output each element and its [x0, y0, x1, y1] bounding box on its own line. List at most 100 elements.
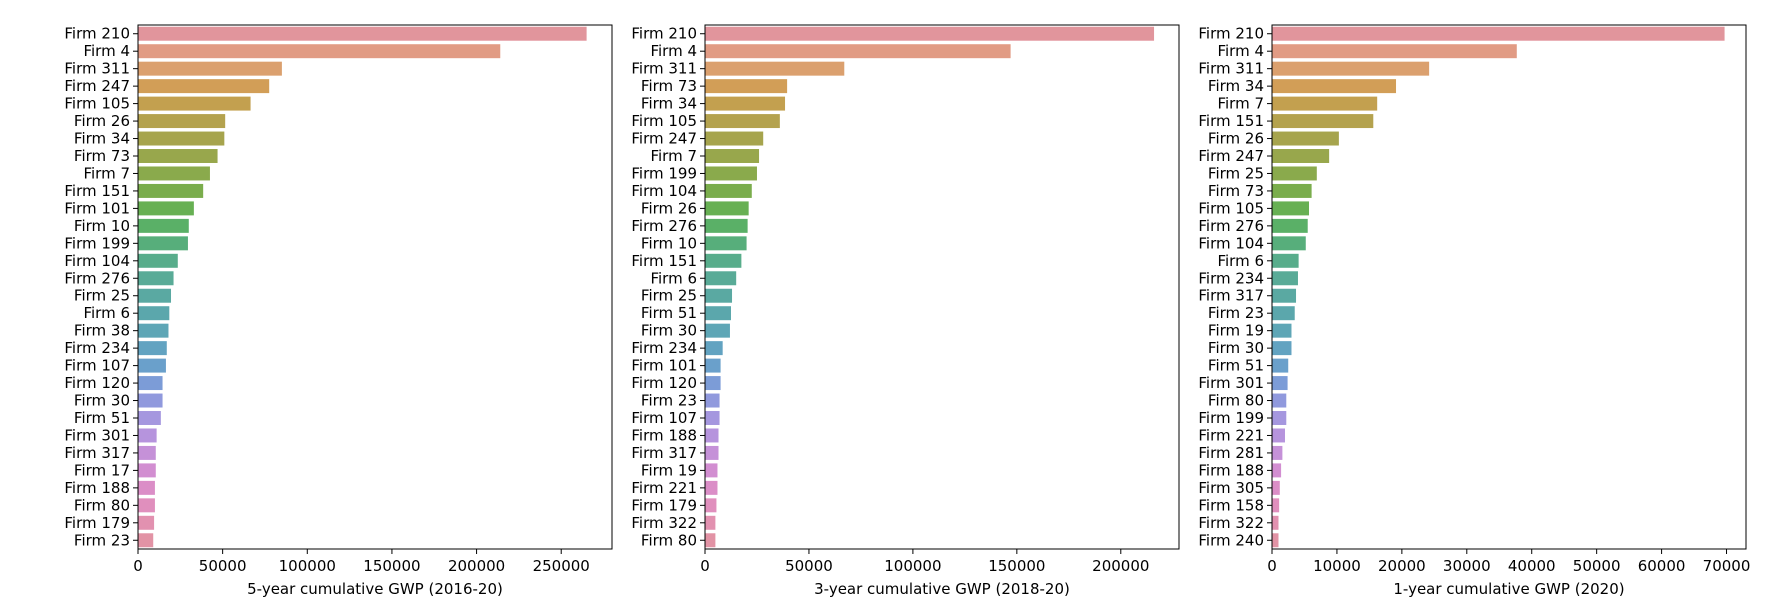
y-tick-label: Firm 73: [74, 147, 130, 165]
bar-firm-80: [705, 533, 716, 548]
bar-firm-7: [705, 149, 760, 163]
y-tick-label: Firm 221: [631, 479, 697, 497]
y-tick-label: Firm 247: [64, 77, 130, 95]
y-tick-label: Firm 10: [641, 234, 697, 252]
y-tick-label: Firm 19: [641, 461, 697, 479]
y-tick-label: Firm 34: [641, 95, 697, 113]
y-tick-label: Firm 311: [631, 60, 697, 78]
y-tick-label: Firm 80: [641, 531, 697, 549]
y-tick-label: Firm 281: [1198, 444, 1264, 462]
y-tick-label: Firm 51: [641, 304, 697, 322]
y-tick-label: Firm 311: [1198, 60, 1264, 78]
bar-firm-276: [705, 218, 748, 233]
bar-firm-34: [138, 131, 225, 146]
bar-firm-311: [138, 61, 282, 76]
x-tick-label: 40000: [1508, 557, 1556, 575]
y-tick-label: Firm 247: [1198, 147, 1264, 165]
bar-firm-322: [1272, 515, 1279, 530]
bar-firm-210: [138, 26, 587, 41]
y-tick-label: Firm 179: [631, 496, 697, 514]
bar-firm-23: [138, 533, 154, 548]
axes-frame: [137, 24, 613, 550]
y-tick-label: Firm 301: [64, 426, 130, 444]
bar-firm-101: [138, 201, 194, 216]
bar-firm-6: [138, 306, 170, 321]
y-tick-label: Firm 105: [1198, 199, 1264, 217]
y-tick-label: Firm 10: [74, 217, 130, 235]
y-tick-label: Firm 73: [641, 77, 697, 95]
bar-firm-276: [138, 271, 174, 286]
y-tick-label: Firm 25: [1208, 164, 1264, 182]
bar-firm-311: [705, 61, 845, 76]
y-tick-label: Firm 107: [631, 409, 697, 427]
y-tick-label: Firm 317: [631, 444, 697, 462]
bar-firm-30: [1272, 341, 1292, 356]
y-tick-label: Firm 104: [631, 182, 697, 200]
y-tick-label: Firm 51: [74, 409, 130, 427]
bar-firm-105: [138, 96, 251, 111]
bar-firm-317: [1272, 288, 1297, 303]
y-tick-label: Firm 80: [1208, 392, 1264, 410]
y-tick-label: Firm 101: [631, 357, 697, 375]
bar-firm-6: [705, 271, 737, 286]
bar-firm-221: [705, 480, 718, 495]
x-axis-title: 1-year cumulative GWP (2020): [1393, 580, 1624, 598]
y-tick-label: Firm 6: [1217, 252, 1264, 270]
y-tick-label: Firm 6: [83, 304, 130, 322]
bar-firm-101: [705, 358, 721, 373]
y-tick-label: Firm 26: [1208, 130, 1264, 148]
y-tick-label: Firm 276: [631, 217, 697, 235]
y-tick-label: Firm 158: [1198, 496, 1264, 514]
bar-firm-104: [138, 253, 178, 268]
bar-firm-38: [138, 323, 169, 338]
bar-firm-51: [1272, 358, 1289, 373]
bar-firm-34: [1272, 79, 1397, 94]
y-tick-label: Firm 199: [64, 234, 130, 252]
bar-firm-25: [138, 288, 172, 303]
y-tick-label: Firm 199: [1198, 409, 1264, 427]
bar-firm-23: [705, 393, 720, 408]
y-tick-label: Firm 25: [74, 287, 130, 305]
x-tick-label: 0: [133, 557, 143, 575]
x-tick-label: 70000: [1703, 557, 1751, 575]
y-tick-label: Firm 322: [631, 514, 697, 532]
bar-firm-179: [138, 515, 155, 530]
bar-firm-105: [705, 114, 780, 129]
bar-firm-34: [705, 96, 786, 111]
y-tick-label: Firm 276: [64, 269, 130, 287]
bar-firm-317: [705, 445, 719, 460]
x-axis-title: 3-year cumulative GWP (2018-20): [814, 580, 1070, 598]
y-tick-label: Firm 210: [64, 25, 130, 43]
y-tick-label: Firm 4: [1217, 42, 1264, 60]
x-tick-label: 150000: [988, 557, 1045, 575]
bar-firm-73: [138, 149, 218, 163]
y-tick-label: Firm 26: [74, 112, 130, 130]
bar-firm-26: [1272, 131, 1339, 146]
y-tick-label: Firm 7: [650, 147, 697, 165]
x-tick-label: 0: [700, 557, 710, 575]
bar-firm-10: [705, 236, 747, 251]
y-tick-label: Firm 30: [74, 392, 130, 410]
y-tick-label: Firm 234: [1198, 269, 1264, 287]
bar-firm-188: [138, 480, 155, 495]
bar-firm-120: [138, 376, 163, 391]
y-tick-label: Firm 104: [64, 252, 130, 270]
y-tick-label: Firm 105: [631, 112, 697, 130]
x-tick-label: 50000: [1573, 557, 1621, 575]
x-tick-label: 0: [1267, 557, 1277, 575]
y-tick-label: Firm 305: [1198, 479, 1264, 497]
x-tick-label: 60000: [1638, 557, 1686, 575]
bar-firm-25: [705, 288, 733, 303]
bar-firm-301: [138, 428, 157, 443]
axes-frame: [1271, 24, 1747, 550]
y-tick-label: Firm 25: [641, 287, 697, 305]
bar-firm-151: [138, 183, 204, 198]
y-tick-label: Firm 104: [1198, 234, 1264, 252]
x-tick-label: 150000: [363, 557, 420, 575]
bar-firm-322: [705, 515, 716, 530]
y-tick-label: Firm 30: [641, 322, 697, 340]
y-tick-label: Firm 80: [74, 496, 130, 514]
bar-firm-221: [1272, 428, 1285, 443]
